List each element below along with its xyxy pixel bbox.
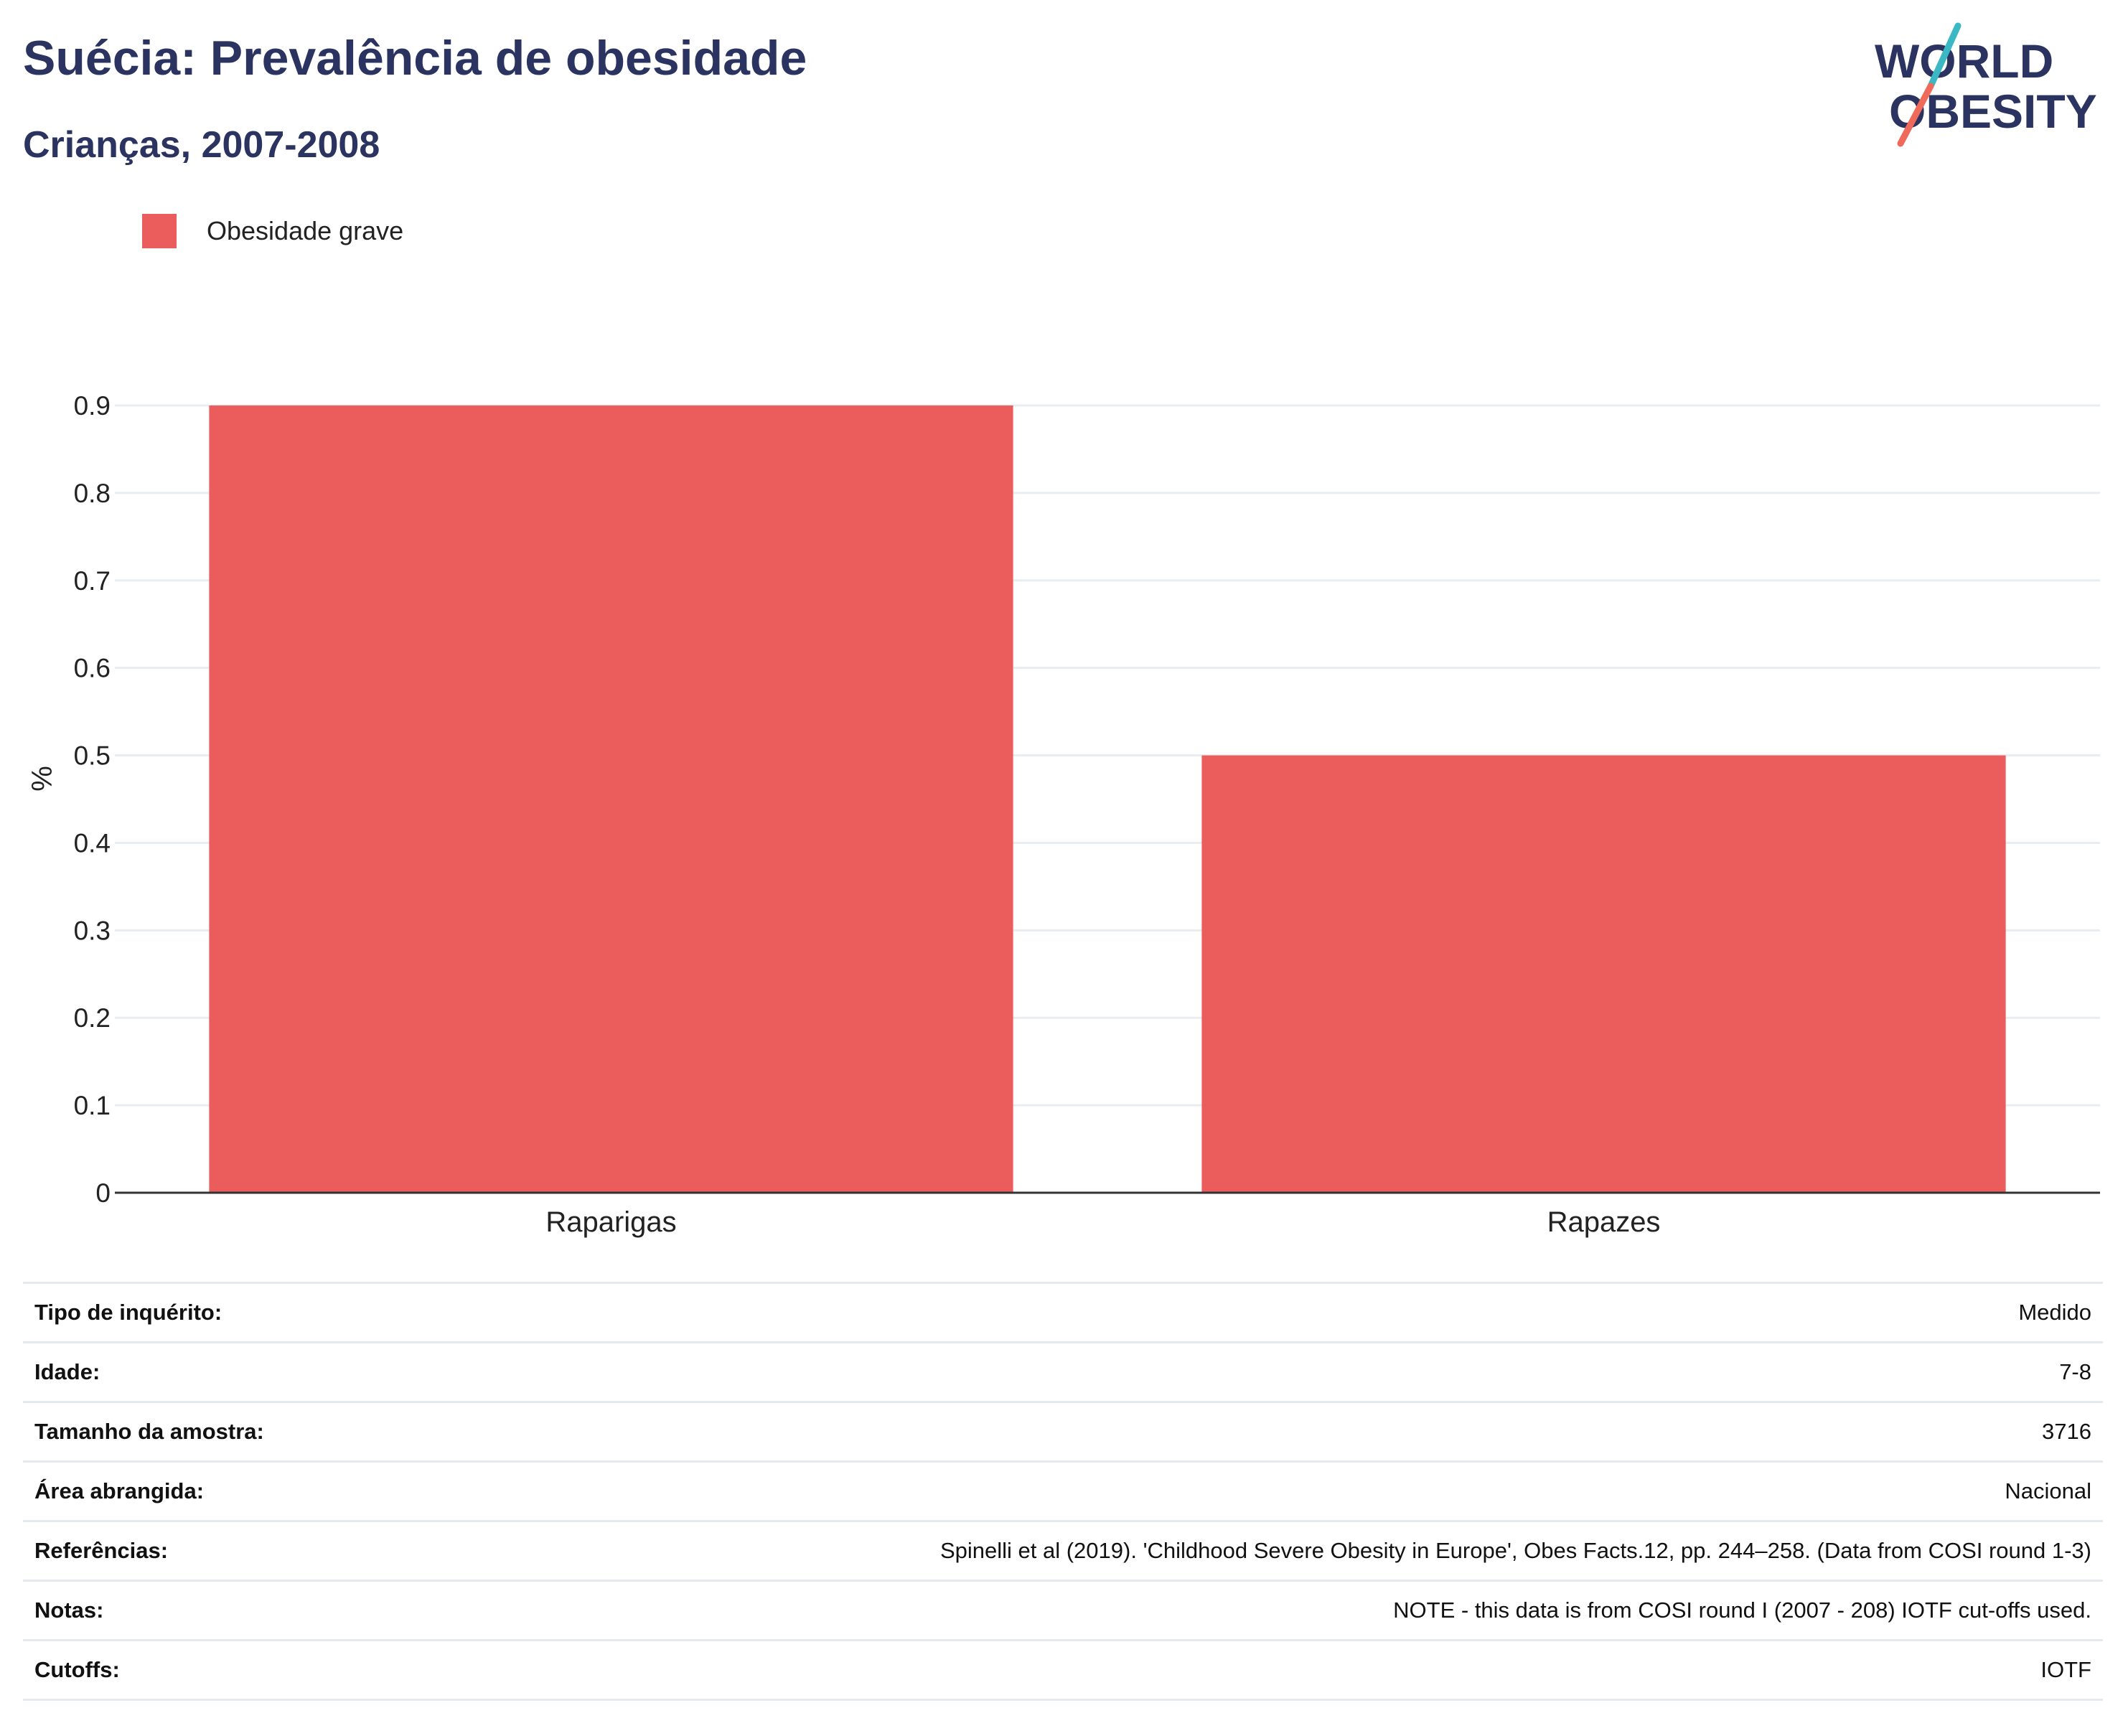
- info-label: Área abrangida:: [34, 1478, 205, 1503]
- bar-chart: 00.10.20.30.40.50.60.70.80.9 Raparigas Ra…: [27, 391, 2100, 1238]
- world-obesity-logo: WORLD OBESITY: [1875, 22, 2097, 147]
- info-label: Tamanho da amostra:: [34, 1419, 264, 1444]
- info-value: Spinelli et al (2019). 'Childhood Severe…: [939, 1538, 2091, 1563]
- info-label: Cutoffs:: [34, 1657, 120, 1682]
- chart-title: Suécia: Prevalência de obesidade: [23, 31, 807, 85]
- survey-info-table: Tipo de inquérito: Medido Idade: 7-8 Tamanho…: [23, 1282, 2103, 1701]
- info-label: Idade:: [34, 1359, 100, 1384]
- y-tick-label: 0.5: [74, 741, 111, 771]
- logo-slash-teal: [1927, 22, 1962, 90]
- chart-legend: Obesidade grave: [142, 214, 403, 248]
- bar: [209, 405, 1013, 1193]
- chart-subtitle: Crianças, 2007-2008: [23, 124, 380, 166]
- info-value: Medido: [2018, 1300, 2091, 1325]
- logo-line-1: WORLD: [1875, 34, 2053, 88]
- y-tick-labels: 0 0.1 0.2 0.3 0.4 0.5 0.6 0.7 0.8 0.9: [74, 391, 111, 1208]
- y-tick-label: 0.1: [74, 1091, 111, 1120]
- y-tick-label: 0.4: [74, 828, 111, 858]
- info-label: Notas:: [34, 1597, 104, 1623]
- bar: [1201, 755, 2006, 1193]
- info-value: NOTE - this data is from COSI round I (2…: [1393, 1597, 2091, 1623]
- y-tick-label: 0.2: [74, 1003, 111, 1033]
- info-label: Tipo de inquérito:: [34, 1300, 222, 1325]
- y-tick-label: 0.6: [74, 654, 111, 683]
- info-row: Referências: Spinelli et al (2019). 'Chil…: [23, 1521, 2103, 1581]
- y-axis-label: %: [27, 766, 58, 792]
- y-tick-label: 0: [95, 1178, 111, 1208]
- y-tick-label: 0.7: [74, 566, 111, 596]
- info-value: Nacional: [2005, 1478, 2091, 1503]
- y-tick-label: 0.9: [74, 391, 111, 421]
- info-value: 3716: [2042, 1419, 2091, 1444]
- info-row: Área abrangida: Nacional: [23, 1461, 2103, 1521]
- x-tick-label: Rapazes: [1547, 1206, 1661, 1238]
- legend-label: Obesidade grave: [207, 216, 404, 245]
- info-value: IOTF: [2040, 1657, 2091, 1682]
- legend-swatch: [142, 214, 177, 248]
- bars: [209, 405, 2006, 1193]
- info-label: Referências:: [34, 1538, 169, 1563]
- info-row: Cutoffs: IOTF: [23, 1640, 2103, 1700]
- info-value: 7-8: [2059, 1359, 2091, 1384]
- info-row: Tamanho da amostra: 3716: [23, 1402, 2103, 1462]
- info-row: Notas: NOTE - this data is from COSI roun…: [23, 1580, 2103, 1641]
- info-row: Idade: 7-8: [23, 1342, 2103, 1402]
- x-tick-label: Raparigas: [545, 1206, 676, 1238]
- x-tick-labels: Raparigas Rapazes: [545, 1206, 1660, 1238]
- logo-slash-coral: [1897, 83, 1934, 147]
- info-row: Tipo de inquérito: Medido: [23, 1282, 2103, 1343]
- y-tick-label: 0.3: [74, 916, 111, 945]
- y-tick-label: 0.8: [74, 479, 111, 508]
